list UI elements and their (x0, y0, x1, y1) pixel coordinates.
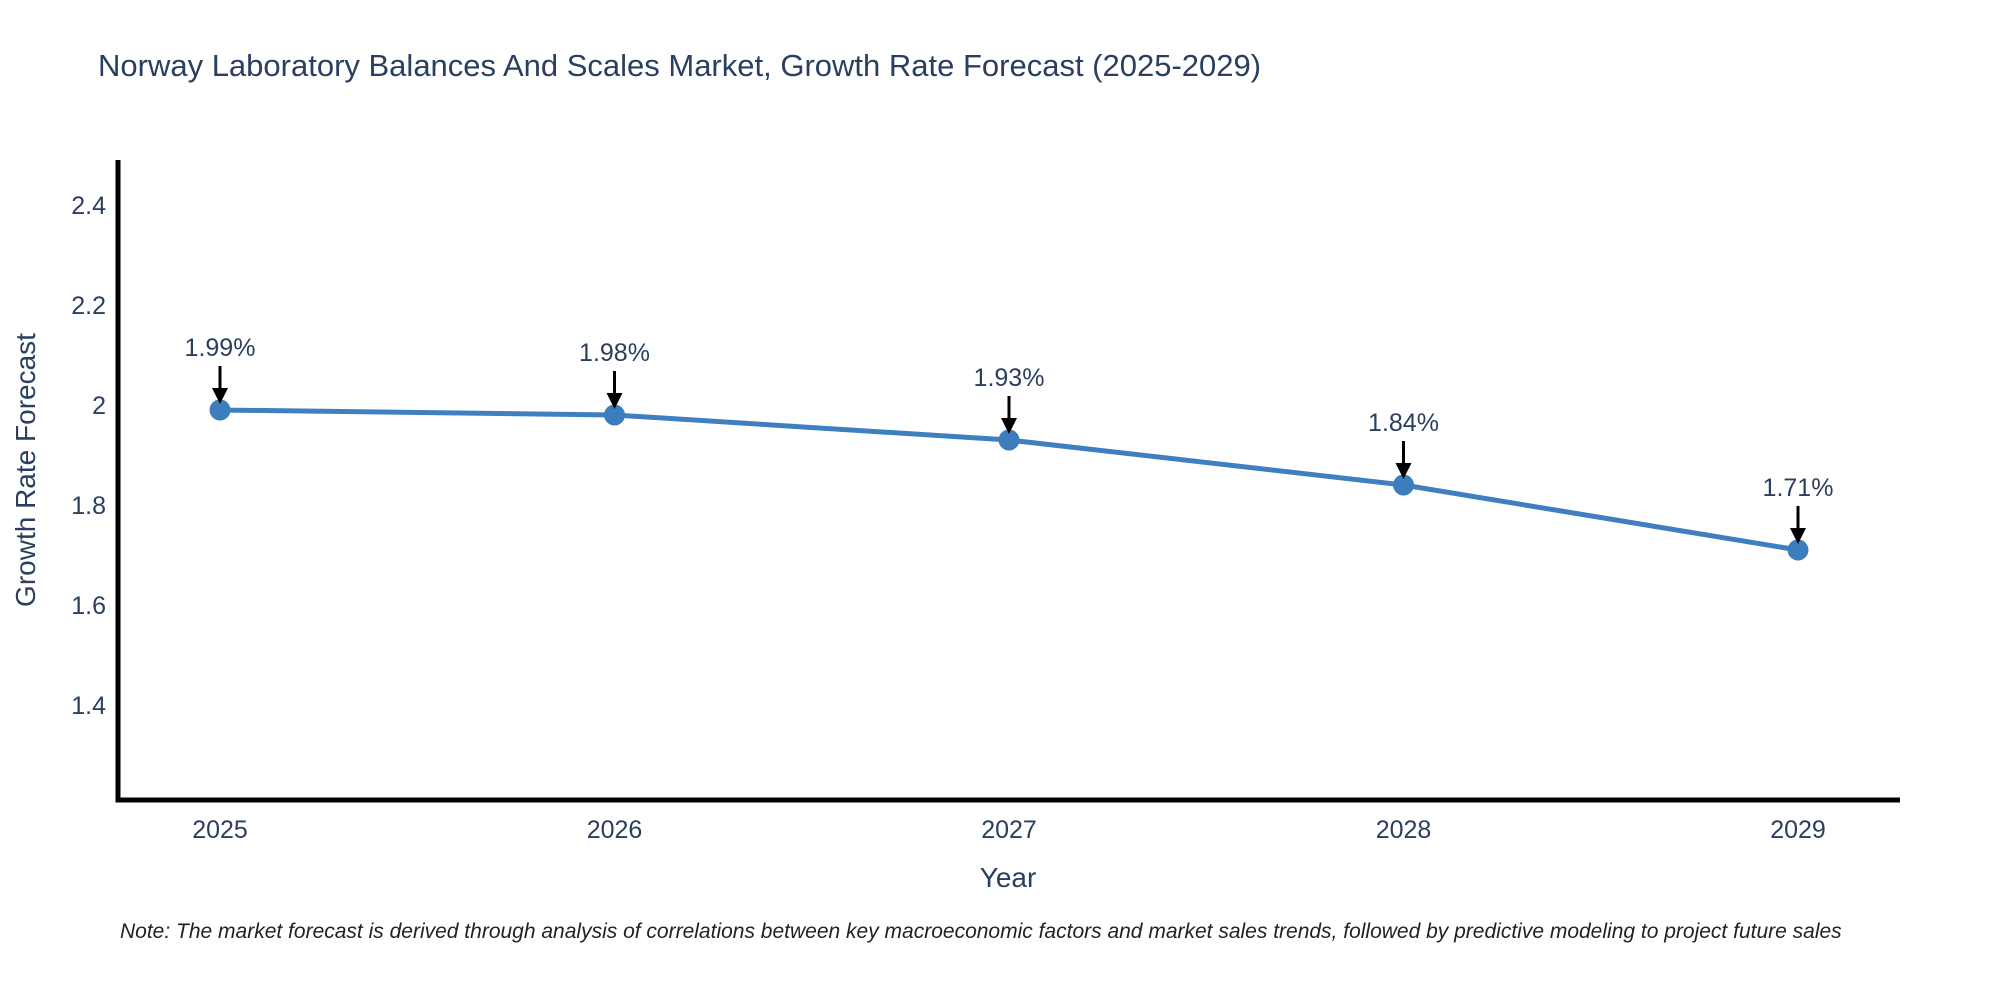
x-tick-label: 2025 (192, 816, 248, 844)
annotation-label: 1.98% (579, 339, 650, 367)
y-tick-label: 1.4 (71, 692, 106, 720)
annotation-arrowhead (1001, 418, 1017, 434)
annotation-arrowhead (1395, 463, 1412, 479)
annotation-label: 1.99% (185, 334, 256, 362)
axis-line (115, 160, 1900, 803)
annotation-arrowhead (606, 393, 623, 409)
chart-title: Norway Laboratory Balances And Scales Ma… (98, 48, 1262, 83)
footnote: Note: The market forecast is derived thr… (120, 920, 1842, 943)
annotation-arrowhead (212, 388, 228, 404)
y-tick-label: 1.8 (71, 492, 106, 520)
data-point-marker (998, 429, 1020, 451)
annotation-label: 1.84% (1368, 409, 1439, 437)
data-point-marker (604, 404, 625, 426)
annotation-label: 1.93% (974, 364, 1045, 392)
y-tick-label: 2 (92, 392, 106, 420)
x-tick-label: 2029 (1770, 816, 1826, 844)
y-tick-label: 1.6 (71, 592, 106, 620)
y-tick-label: 2.4 (71, 192, 106, 220)
x-axis-label: Year (979, 862, 1037, 893)
annotation-arrowhead (1790, 528, 1806, 544)
annotation-label: 1.71% (1763, 474, 1834, 502)
x-tick-label: 2028 (1376, 816, 1432, 844)
x-tick-label: 2027 (981, 816, 1037, 844)
x-tick-label: 2026 (587, 816, 643, 844)
data-point-marker (1787, 539, 1809, 561)
data-point-marker (209, 399, 231, 421)
y-tick-label: 2.2 (71, 292, 106, 320)
data-point-marker (1393, 474, 1414, 496)
